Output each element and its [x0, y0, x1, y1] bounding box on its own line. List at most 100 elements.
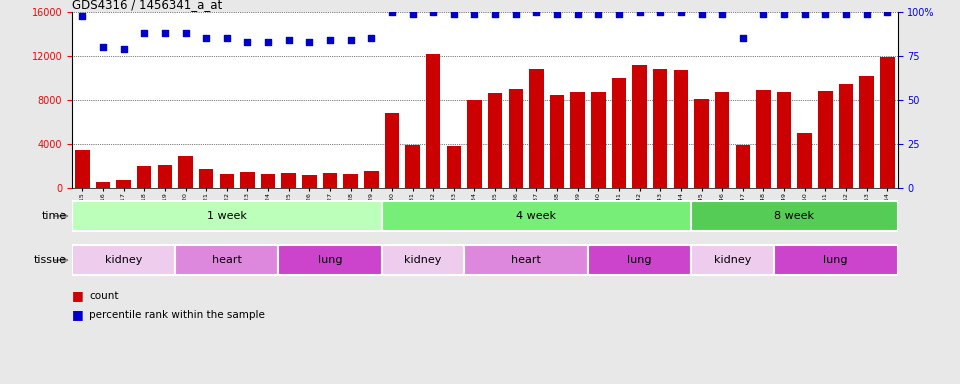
Bar [674, 70, 688, 188]
Text: kidney: kidney [105, 255, 142, 265]
Bar [157, 165, 172, 188]
Point [240, 39, 255, 45]
Point [260, 39, 276, 45]
Bar [691, 245, 774, 275]
Point [75, 12, 90, 18]
Point [714, 11, 730, 17]
Point [632, 9, 647, 15]
Bar [633, 65, 647, 188]
Bar [220, 174, 234, 188]
Bar [72, 201, 382, 231]
Point [281, 37, 297, 43]
Bar [488, 93, 502, 188]
Text: time: time [42, 211, 67, 221]
Bar [405, 145, 420, 188]
Bar [818, 91, 832, 188]
Bar [344, 174, 358, 188]
Bar [529, 69, 543, 188]
Text: GDS4316 / 1456341_a_at: GDS4316 / 1456341_a_at [72, 0, 223, 11]
Point [694, 11, 709, 17]
Bar [735, 145, 750, 188]
Point [777, 11, 792, 17]
Bar [756, 90, 771, 188]
Text: tissue: tissue [35, 255, 67, 265]
Text: lung: lung [627, 255, 652, 265]
Bar [774, 245, 898, 275]
Bar [588, 245, 691, 275]
Bar [323, 173, 337, 188]
Bar [385, 113, 399, 188]
Point [653, 9, 668, 15]
Point [425, 9, 441, 15]
Bar [75, 150, 89, 188]
Bar [715, 93, 730, 188]
Bar [509, 89, 523, 188]
Bar [694, 99, 708, 188]
Point [838, 11, 853, 17]
Bar [281, 173, 296, 188]
Text: percentile rank within the sample: percentile rank within the sample [89, 310, 265, 320]
Bar [278, 245, 381, 275]
Bar [591, 93, 606, 188]
Text: 8 week: 8 week [775, 211, 814, 221]
Text: lung: lung [318, 255, 343, 265]
Bar [179, 156, 193, 188]
Point [384, 9, 399, 15]
Point [859, 11, 875, 17]
Bar [364, 170, 378, 188]
Point [343, 37, 358, 43]
Point [570, 11, 586, 17]
Text: count: count [89, 291, 119, 301]
Point [879, 9, 895, 15]
Bar [96, 182, 110, 188]
Text: heart: heart [511, 255, 541, 265]
Bar [446, 146, 461, 188]
Text: kidney: kidney [714, 255, 751, 265]
Text: kidney: kidney [404, 255, 442, 265]
Point [157, 30, 173, 36]
Bar [612, 78, 626, 188]
Text: lung: lung [824, 255, 848, 265]
Point [612, 11, 627, 17]
Bar [465, 245, 588, 275]
Point [756, 11, 771, 17]
Point [549, 11, 564, 17]
Bar [240, 172, 254, 188]
Bar [382, 245, 465, 275]
Point [446, 11, 462, 17]
Bar [570, 93, 585, 188]
Point [136, 30, 152, 36]
Point [199, 35, 214, 41]
Bar [550, 94, 564, 188]
Point [797, 11, 812, 17]
Bar [302, 175, 317, 188]
Point [405, 11, 420, 17]
Text: ■: ■ [72, 308, 84, 321]
Point [467, 11, 482, 17]
Text: 1 week: 1 week [206, 211, 247, 221]
Bar [777, 93, 791, 188]
Bar [261, 174, 276, 188]
Point [219, 35, 234, 41]
Point [673, 9, 688, 15]
Text: heart: heart [212, 255, 242, 265]
Point [178, 30, 193, 36]
Bar [798, 133, 812, 188]
Bar [199, 169, 213, 188]
Point [508, 11, 523, 17]
Point [95, 44, 110, 50]
Bar [839, 84, 853, 188]
Bar [880, 57, 895, 188]
Text: ■: ■ [72, 289, 84, 302]
Bar [691, 201, 898, 231]
Bar [175, 245, 278, 275]
Bar [72, 245, 175, 275]
Text: 4 week: 4 week [516, 211, 557, 221]
Point [301, 39, 317, 45]
Bar [382, 201, 691, 231]
Bar [426, 54, 441, 188]
Point [323, 37, 338, 43]
Bar [653, 69, 667, 188]
Point [529, 9, 544, 15]
Bar [116, 180, 131, 188]
